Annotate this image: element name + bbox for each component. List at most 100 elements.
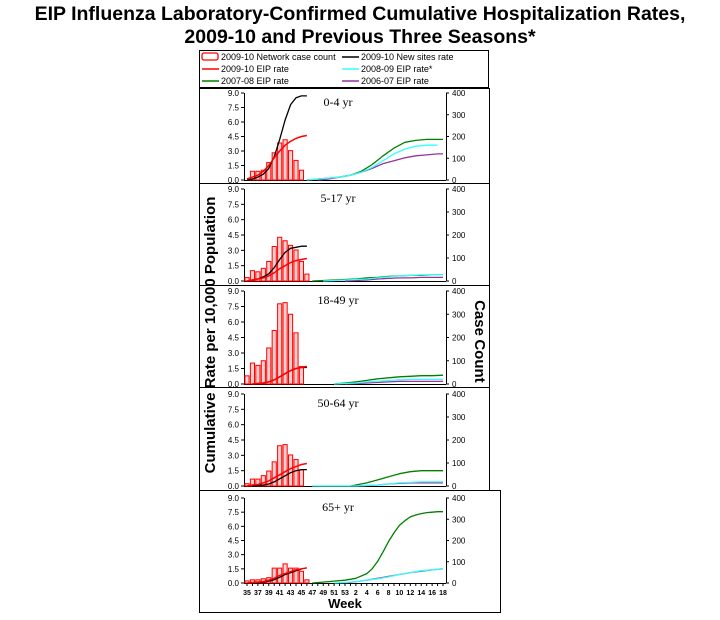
case-count-bar [298,366,305,385]
series-2008-09-eip-rate [334,568,444,584]
y-left-tick-label: 3.0 [228,349,240,358]
y-left-tick-label: 0.0 [228,176,240,185]
case-count-bar [282,302,288,385]
case-count-bar [293,249,299,282]
x-tick-label: 51 [330,590,338,597]
legend-label: 2006-07 EIP rate [361,76,429,86]
y-right-tick-label: 100 [452,459,466,468]
y-right-axis-title-count: Count [471,339,488,382]
y-right-tick-label: 100 [452,357,466,366]
series-2009-10-new-sites-rate [246,95,307,181]
y-left-tick-label: 7.5 [228,405,240,414]
y-left-tick-label: 4.5 [228,537,240,546]
y-right-tick-label: 0 [452,482,457,491]
y-right-tick-label: 0 [452,380,457,389]
case-count-bar [255,271,261,282]
series-2009-10-eip-rate [246,257,308,282]
case-count-bar [287,454,294,487]
x-tick-label: 10 [396,590,404,597]
x-tick-label: 18 [439,590,447,597]
x-tick-label: 12 [406,590,414,597]
y-right-tick-label: 400 [452,390,466,399]
y-right-tick-label: 100 [452,558,466,567]
y-left-tick-label: 0.0 [228,482,240,491]
y-left-tick-label: 1.5 [228,467,240,476]
y-right-tick-label: 100 [452,254,466,263]
legend-label: 2009-10 EIP rate [221,64,289,74]
case-count-bar [271,461,277,487]
x-tick-label: 4 [365,590,369,597]
case-count-bar [298,469,305,487]
panel-frames [199,88,501,613]
case-count-bar [298,570,305,584]
y-left-tick-label: 4.5 [228,231,240,240]
legend-label: 2007-08 EIP rate [221,76,289,86]
series-2009-10-eip-rate [252,365,308,385]
y-left-tick-label: 7.5 [228,508,240,517]
y-left-tick-label: 6.0 [228,118,240,127]
y-right-tick-label: 200 [452,537,466,546]
y-left-tick-label: 4.5 [228,436,240,445]
x-tick-label: 14 [417,590,425,597]
case-count-bar [287,567,294,584]
y-right-tick-label: 100 [452,154,466,163]
x-tick-label: 47 [308,590,316,597]
panel-18-49-yr: 0.0 1.5 3.0 4.5 6.0 7.5 9.0 0 100 200 300 400 18-49 … [228,287,466,389]
y-left-tick-label: 3.0 [228,451,240,460]
series-2007-08-eip-rate [350,470,443,487]
case-count-bar [298,260,305,282]
series-2006-07-eip-rate [344,380,443,385]
case-count-bar [282,240,288,282]
panel-label: 5-17 yr [321,191,356,205]
panel-label: 50-64 yr [318,396,359,410]
y-left-tick-label: 9.0 [228,89,240,98]
case-count-bar [260,475,266,487]
x-tick-label: 8 [387,590,391,597]
case-count-bar [271,246,277,282]
y-right-tick-label: 300 [452,208,466,217]
y-left-tick-label: 6.0 [228,421,240,430]
series-2007-08-eip-rate [334,374,444,385]
y-left-tick-label: 9.0 [228,185,240,194]
case-count-bar [260,360,266,385]
y-left-tick-label: 0.0 [228,277,240,286]
chart-title-line-2: 2009-10 and Previous Three Seasons* [184,26,536,48]
y-left-tick-label: 9.0 [228,494,240,503]
panel-label: 65+ yr [322,500,354,514]
case-count-bar [277,445,283,487]
x-tick-label: 43 [287,590,295,597]
case-count-bar [282,139,288,181]
y-right-tick-label: 0 [452,579,457,588]
x-tick-label: 37 [254,590,262,597]
case-count-bar [293,459,299,487]
legend-label: 2009-10 New sites rate [361,52,454,62]
case-count-bar [298,169,305,181]
case-count-bar [287,150,294,181]
y-right-tick-label: 200 [452,436,466,445]
series-2009-10-eip-rate [246,134,308,180]
panel-label: 0-4 yr [324,95,353,109]
y-right-tick-label: 300 [452,413,466,422]
x-tick-label: 16 [428,590,436,597]
y-left-tick-label: 9.0 [228,287,240,296]
case-count-bar [304,579,310,584]
y-left-tick-label: 6.0 [228,318,240,327]
series-2008-09-eip-rate [334,378,443,385]
y-left-tick-label: 7.5 [228,303,240,312]
panel-5-17-yr: 0.0 1.5 3.0 4.5 6.0 7.5 9.0 0 100 200 300 400 5-17 y… [228,185,466,286]
x-tick-label: 53 [341,590,349,597]
chart-title-line-1: EIP Influenza Laboratory-Confirmed Cumul… [34,3,686,25]
y-right-tick-label: 300 [452,515,466,524]
x-tick-label: 41 [276,590,284,597]
y-right-tick-label: 400 [452,494,466,503]
panel-label: 18-49 yr [318,293,359,307]
case-count-bar [266,347,272,385]
y-right-tick-label: 300 [452,310,466,319]
case-count-bar [287,313,294,385]
y-left-tick-label: 6.0 [228,216,240,225]
y-left-tick-label: 0.0 [228,380,240,389]
x-tick-label: 2 [354,590,358,597]
y-left-tick-label: 9.0 [228,390,240,399]
case-count-bar [249,270,256,282]
